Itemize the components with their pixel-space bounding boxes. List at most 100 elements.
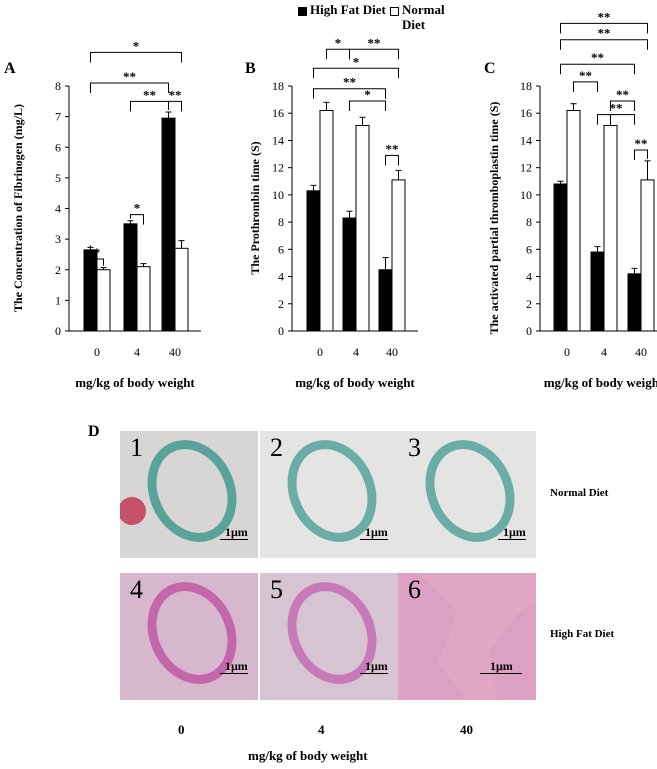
panel-c-ylabel: The activated partial thromboplastin tim… — [487, 102, 501, 335]
panel-c-sig-label-3: ** — [579, 68, 592, 83]
panel-a-bar-normal-2 — [174, 247, 189, 332]
histology-image-2: 2 1μm — [260, 431, 398, 558]
panel-b-ylabel: The Prothrombin time (S) — [248, 141, 262, 274]
panel-c-sig-bracket-1 — [597, 114, 635, 125]
panel-b-ytick-label-7: 14 — [272, 133, 284, 147]
dose-label-40: 40 — [460, 722, 473, 737]
scale-label-2: 1μm — [365, 525, 388, 539]
panel-b-sig-label-0: ** — [386, 141, 399, 156]
panel-a-ytick-label-3: 3 — [55, 232, 61, 246]
panel-b-xtick-0: 0 — [317, 345, 323, 359]
histology-number-5: 5 — [270, 575, 283, 604]
panel-a-bar-highfat-0 — [83, 249, 98, 332]
panel-c-ytick-label-9: 18 — [520, 79, 532, 93]
panel-a-bar-normal-1 — [136, 266, 151, 332]
panel-c-ytick-label-5: 10 — [520, 188, 532, 202]
panel-c-sig-label-0: ** — [635, 136, 648, 151]
panel-c-letter: C — [484, 60, 496, 77]
dose-label-4: 4 — [318, 722, 325, 737]
panel-a-sig-bracket-3 — [168, 100, 182, 112]
legend: High Fat Diet Normal Diet — [298, 2, 468, 38]
panel-b-xtick-1: 4 — [353, 345, 359, 359]
panel-b-sig-label-4: * — [335, 35, 342, 50]
histology-number-2: 2 — [270, 433, 283, 462]
panel-a-ylabel: The Concentration of Fibrinogen (mg/L) — [11, 104, 25, 312]
panel-a-xlabel: mg/kg of body weight — [75, 375, 195, 390]
scale-label-4: 1μm — [225, 659, 248, 673]
histology-number-4: 4 — [130, 575, 143, 604]
panel-c-bar-normal-1 — [603, 124, 618, 332]
vessel-section-3 — [425, 440, 515, 542]
panel-c-sig-label-5: ** — [598, 26, 611, 41]
legend-high-fat-label: High Fat Diet — [310, 2, 386, 17]
panel-c-ytick-label-4: 8 — [526, 215, 532, 229]
panel-a-letter: A — [4, 60, 16, 77]
scale-bar-1 — [220, 539, 248, 540]
vessel-section-1 — [120, 440, 237, 542]
panel-c-sig-label-1: ** — [610, 101, 623, 116]
vessel-section-5 — [287, 582, 377, 684]
panel-c-sig-bracket-0 — [634, 149, 648, 160]
panel-c-ytick-label-1: 2 — [526, 297, 532, 311]
scale-label-6: 1μm — [490, 659, 513, 673]
scale-bar-6 — [480, 673, 522, 674]
panel-d-xlabel: mg/kg of body weight — [248, 748, 368, 763]
panel-c-sig-label-4: ** — [591, 50, 604, 65]
panel-a-xtick-2: 40 — [169, 345, 181, 359]
panel-b-sig-bracket-5 — [349, 48, 399, 60]
panel-letter-d: D — [88, 423, 100, 440]
panel-c-bar-highfat-2 — [627, 273, 642, 332]
histology-number-6: 6 — [408, 575, 421, 604]
row-label-high-fat: High Fat Diet — [550, 628, 615, 640]
panel-a-bar-highfat-1 — [123, 223, 138, 332]
histology-number-3: 3 — [408, 433, 421, 462]
panel-b-sig-label-2: ** — [343, 75, 356, 90]
scale-bar-3 — [498, 539, 526, 540]
panel-b-sig-label-1: * — [364, 87, 371, 102]
panel-b-xtick-2: 40 — [386, 345, 398, 359]
scale-bar-5 — [360, 673, 388, 674]
panel-a-sig-label-5: * — [133, 38, 140, 53]
panel-c-ytick-label-7: 14 — [520, 133, 532, 147]
panel-c-bar-highfat-1 — [590, 251, 605, 332]
panel-b-ytick-label-9: 18 — [272, 79, 284, 93]
histology-image-1: 1 1μm — [120, 431, 258, 558]
panel-b-ytick-label-2: 4 — [278, 270, 284, 284]
panel-a-ytick-label-8: 8 — [55, 79, 61, 93]
panel-a-ytick-label-1: 1 — [55, 293, 61, 307]
scale-label-3: 1μm — [503, 525, 526, 539]
panel-c-bar-highfat-0 — [553, 183, 568, 332]
panel-c-sig-label-2: ** — [616, 87, 629, 102]
panel-a-sig-bracket-1 — [130, 214, 144, 225]
histology-number-1: 1 — [130, 433, 143, 462]
panel-a-ytick-label-2: 2 — [55, 263, 61, 277]
panel-a-bar-normal-0 — [96, 269, 111, 332]
histology-image-4: 4 1μm — [120, 573, 258, 700]
panel-c-xtick-0: 0 — [564, 345, 570, 359]
panel-b-ytick-label-4: 8 — [278, 215, 284, 229]
row-label-normal: Normal Diet — [550, 487, 609, 499]
panel-a-ytick-label-6: 6 — [55, 140, 61, 154]
panel-a-sig-label-0: * — [94, 245, 101, 260]
legend-normal-swatch — [390, 7, 399, 16]
panel-b-ytick-label-8: 16 — [272, 106, 284, 120]
panel-b-letter: B — [245, 60, 256, 77]
panel-b-bar-highfat-2 — [378, 269, 393, 332]
panel-c-ytick-label-6: 12 — [520, 161, 532, 175]
panel-b-bar-normal-1 — [355, 124, 370, 332]
histology-image-3: 3 1μm — [398, 431, 536, 558]
panel-b-ytick-label-6: 12 — [272, 161, 284, 175]
vessel-section-2 — [287, 440, 377, 542]
panel-a-sig-label-1: * — [134, 201, 141, 216]
panel-c-bar-normal-0 — [566, 110, 581, 332]
panel-a-sig-bracket-4 — [90, 82, 169, 93]
panel-a-ytick-label-5: 5 — [55, 171, 61, 185]
panel-c-ytick-label-3: 6 — [526, 242, 532, 256]
vessel-section-4 — [147, 582, 237, 684]
panel-c-sig-label-6: ** — [598, 9, 611, 24]
panel-b-sig-bracket-3 — [313, 67, 399, 79]
panel-c-sig-bracket-5 — [560, 39, 648, 50]
panel-c-xtick-2: 40 — [635, 345, 647, 359]
scale-label-5: 1μm — [365, 659, 388, 673]
